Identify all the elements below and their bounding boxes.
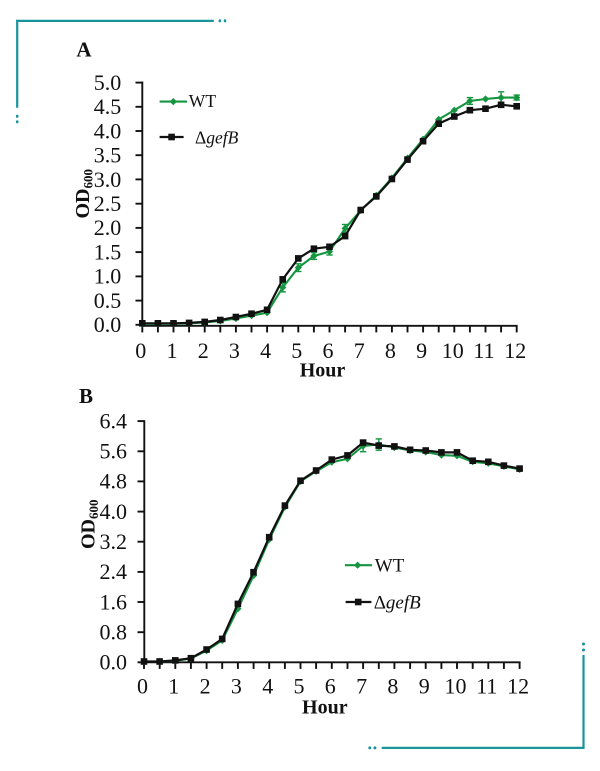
svg-text:6: 6 bbox=[323, 338, 334, 363]
svg-text:11: 11 bbox=[473, 338, 494, 363]
svg-text:Hour: Hour bbox=[300, 360, 346, 382]
svg-text:2: 2 bbox=[200, 673, 211, 698]
svg-text:3.0: 3.0 bbox=[94, 167, 122, 192]
svg-text:2: 2 bbox=[198, 338, 209, 363]
svg-text:5: 5 bbox=[291, 338, 302, 363]
svg-text:7: 7 bbox=[354, 338, 365, 363]
svg-text:ΔgefB: ΔgefB bbox=[374, 592, 421, 613]
svg-text:12: 12 bbox=[507, 673, 529, 698]
svg-text:3: 3 bbox=[231, 673, 242, 698]
svg-text:3.2: 3.2 bbox=[100, 529, 128, 554]
svg-text:4: 4 bbox=[260, 338, 271, 363]
svg-text:0.0: 0.0 bbox=[100, 650, 128, 675]
svg-text:10: 10 bbox=[442, 338, 464, 363]
svg-text:4.8: 4.8 bbox=[100, 469, 128, 494]
svg-text:2.4: 2.4 bbox=[100, 559, 128, 584]
svg-text:3: 3 bbox=[229, 338, 240, 363]
svg-text:8: 8 bbox=[387, 673, 398, 698]
svg-text:1.0: 1.0 bbox=[94, 264, 122, 289]
svg-text:Hour: Hour bbox=[302, 697, 348, 719]
svg-text:4.0: 4.0 bbox=[100, 499, 128, 524]
svg-text:0.8: 0.8 bbox=[100, 620, 128, 645]
svg-text:9: 9 bbox=[419, 673, 430, 698]
svg-text:2.5: 2.5 bbox=[94, 191, 122, 216]
svg-text:5.0: 5.0 bbox=[94, 70, 122, 95]
svg-text:7: 7 bbox=[356, 673, 367, 698]
svg-text:0.5: 0.5 bbox=[94, 288, 122, 313]
svg-text:4.0: 4.0 bbox=[94, 118, 122, 143]
svg-text:1.6: 1.6 bbox=[100, 589, 128, 614]
svg-text:ΔgefB: ΔgefB bbox=[195, 127, 239, 147]
svg-text:0: 0 bbox=[137, 673, 148, 698]
svg-text:WT: WT bbox=[189, 91, 217, 111]
svg-text:11: 11 bbox=[476, 673, 497, 698]
svg-text:2.0: 2.0 bbox=[94, 215, 122, 240]
svg-text:0: 0 bbox=[135, 338, 146, 363]
svg-text:10: 10 bbox=[445, 673, 467, 698]
svg-text:B: B bbox=[79, 384, 93, 408]
svg-text:8: 8 bbox=[385, 338, 396, 363]
svg-text:1: 1 bbox=[167, 338, 178, 363]
svg-text:0.0: 0.0 bbox=[94, 312, 122, 337]
svg-text:12: 12 bbox=[504, 338, 526, 363]
svg-text:1: 1 bbox=[168, 673, 179, 698]
svg-text:5: 5 bbox=[294, 673, 305, 698]
svg-text:6: 6 bbox=[325, 673, 336, 698]
svg-text:5.6: 5.6 bbox=[100, 439, 128, 464]
svg-text:6.4: 6.4 bbox=[100, 408, 128, 433]
svg-text:4: 4 bbox=[262, 673, 273, 698]
svg-text:3.5: 3.5 bbox=[94, 143, 122, 168]
svg-text:1.5: 1.5 bbox=[94, 239, 122, 264]
svg-text:4.5: 4.5 bbox=[94, 94, 122, 119]
svg-text:A: A bbox=[76, 37, 92, 61]
svg-text:WT: WT bbox=[375, 556, 405, 577]
svg-text:9: 9 bbox=[416, 338, 427, 363]
